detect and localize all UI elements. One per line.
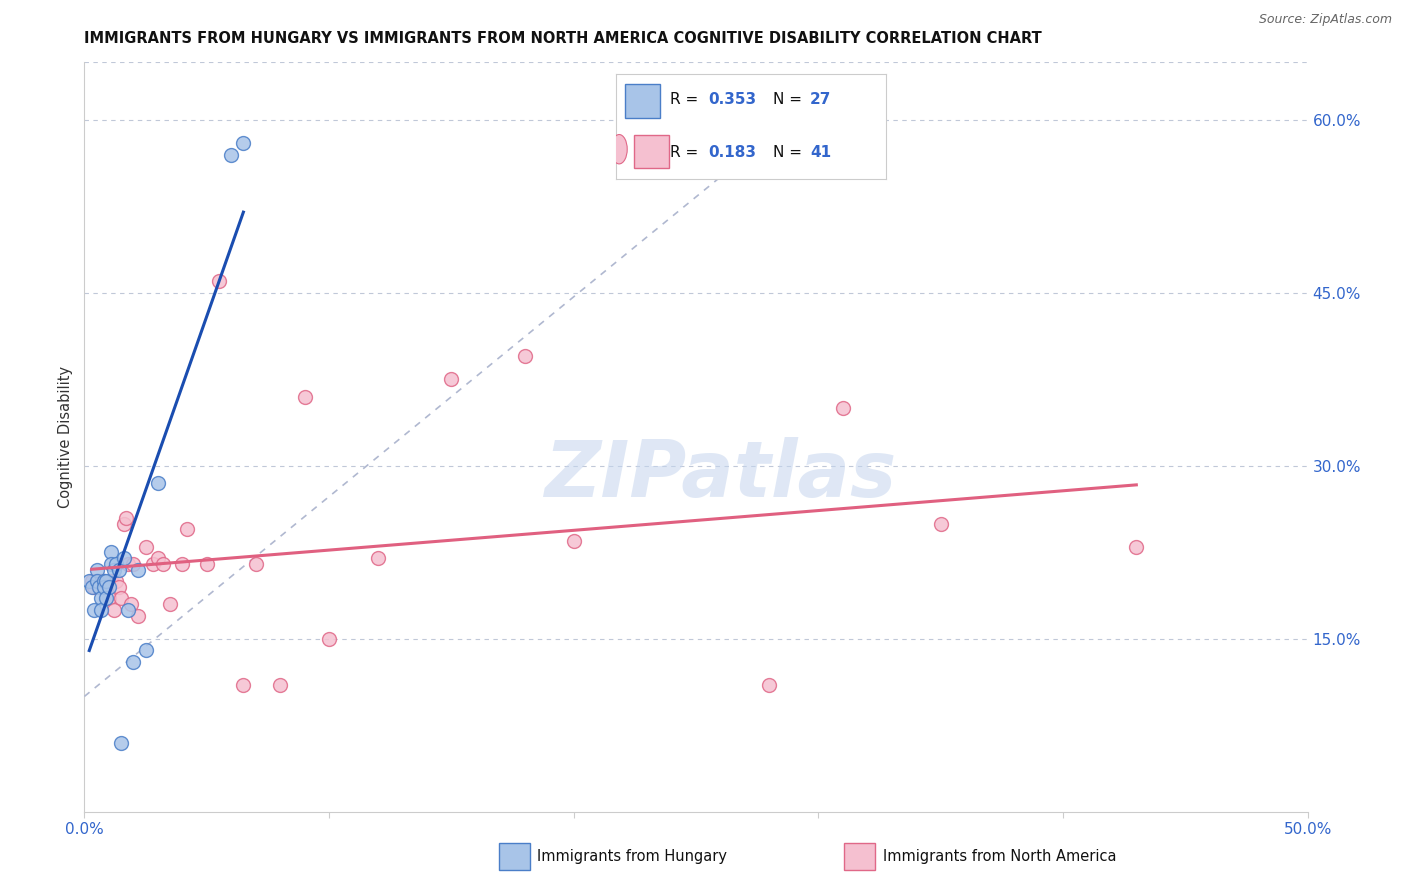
Point — [269, 678, 291, 692]
Point — [83, 580, 105, 594]
Point — [110, 591, 132, 606]
Point — [93, 574, 115, 589]
Point — [513, 350, 536, 364]
Point — [107, 580, 129, 594]
Point — [127, 608, 149, 623]
Point — [146, 551, 169, 566]
Y-axis label: Cognitive Disability: Cognitive Disability — [58, 366, 73, 508]
Point — [122, 655, 145, 669]
Point — [87, 580, 110, 594]
Point — [97, 591, 120, 606]
Point — [758, 678, 780, 692]
Point — [103, 563, 125, 577]
Point — [929, 516, 952, 531]
Point — [142, 557, 165, 571]
Point — [86, 563, 108, 577]
Point — [87, 580, 110, 594]
Point — [122, 557, 145, 571]
Point — [96, 574, 118, 589]
Text: Immigrants from North America: Immigrants from North America — [883, 849, 1116, 863]
Point — [232, 678, 254, 692]
Text: ZIPatlas: ZIPatlas — [544, 436, 897, 513]
Point — [96, 580, 118, 594]
Point — [195, 557, 218, 571]
Point — [115, 510, 138, 524]
Point — [90, 591, 112, 606]
Point — [120, 597, 142, 611]
Point — [107, 563, 129, 577]
Point — [112, 551, 135, 566]
Point — [90, 574, 112, 589]
Point — [93, 580, 115, 594]
Point — [117, 603, 139, 617]
Text: Source: ZipAtlas.com: Source: ZipAtlas.com — [1258, 13, 1392, 27]
Point — [232, 136, 254, 150]
Text: IMMIGRANTS FROM HUNGARY VS IMMIGRANTS FROM NORTH AMERICA COGNITIVE DISABILITY CO: IMMIGRANTS FROM HUNGARY VS IMMIGRANTS FR… — [84, 31, 1042, 46]
Point — [135, 643, 157, 657]
Point — [100, 545, 122, 559]
Point — [97, 580, 120, 594]
Point — [318, 632, 340, 646]
Point — [1125, 540, 1147, 554]
Point — [90, 603, 112, 617]
Point — [440, 372, 463, 386]
Point — [83, 603, 105, 617]
Point — [152, 557, 174, 571]
Point — [96, 591, 118, 606]
Point — [100, 557, 122, 571]
Point — [100, 574, 122, 589]
Point — [159, 597, 181, 611]
Point — [208, 275, 231, 289]
Point — [105, 557, 128, 571]
Point — [80, 574, 103, 589]
Point — [135, 540, 157, 554]
Point — [176, 522, 198, 536]
Point — [127, 563, 149, 577]
Point — [93, 574, 115, 589]
Point — [245, 557, 267, 571]
Point — [831, 401, 853, 416]
Point — [86, 574, 108, 589]
Point — [77, 574, 100, 589]
Point — [146, 476, 169, 491]
Point — [105, 574, 128, 589]
Point — [80, 580, 103, 594]
Point — [294, 390, 316, 404]
Point — [86, 574, 108, 589]
Point — [103, 603, 125, 617]
Point — [117, 557, 139, 571]
Point — [219, 147, 242, 161]
Text: Immigrants from Hungary: Immigrants from Hungary — [537, 849, 727, 863]
Point — [562, 533, 585, 548]
Point — [110, 735, 132, 749]
Point — [172, 557, 194, 571]
Point — [367, 551, 389, 566]
Point — [112, 516, 135, 531]
